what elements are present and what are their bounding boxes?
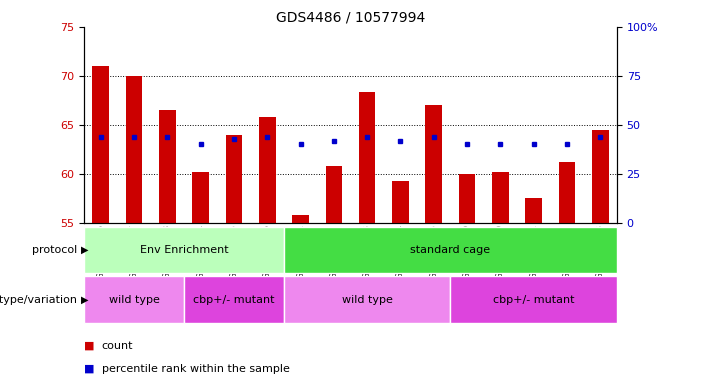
Text: count: count bbox=[102, 341, 133, 351]
Text: genotype/variation: genotype/variation bbox=[0, 295, 77, 305]
Bar bbox=[392, 180, 409, 223]
Bar bbox=[184, 276, 284, 323]
Bar bbox=[525, 198, 542, 223]
Bar bbox=[259, 117, 275, 223]
Bar bbox=[84, 276, 184, 323]
Bar bbox=[292, 215, 309, 223]
Bar bbox=[93, 66, 109, 223]
Bar bbox=[226, 135, 243, 223]
Bar bbox=[125, 76, 142, 223]
Text: protocol: protocol bbox=[32, 245, 77, 255]
Text: cbp+/- mutant: cbp+/- mutant bbox=[193, 295, 275, 305]
Bar bbox=[492, 172, 509, 223]
Bar bbox=[359, 93, 376, 223]
Bar bbox=[159, 110, 176, 223]
Text: wild type: wild type bbox=[109, 295, 160, 305]
Text: ▶: ▶ bbox=[81, 245, 88, 255]
Bar bbox=[426, 105, 442, 223]
Title: GDS4486 / 10577994: GDS4486 / 10577994 bbox=[276, 10, 425, 24]
Bar bbox=[458, 174, 475, 223]
Bar bbox=[84, 227, 284, 273]
Bar bbox=[592, 130, 608, 223]
Text: standard cage: standard cage bbox=[410, 245, 491, 255]
Bar bbox=[325, 166, 342, 223]
Text: Env Enrichment: Env Enrichment bbox=[139, 245, 229, 255]
Text: ■: ■ bbox=[84, 341, 95, 351]
Bar bbox=[284, 276, 450, 323]
Bar bbox=[284, 227, 617, 273]
Bar bbox=[192, 172, 209, 223]
Bar bbox=[450, 276, 617, 323]
Text: ▶: ▶ bbox=[81, 295, 88, 305]
Text: cbp+/- mutant: cbp+/- mutant bbox=[493, 295, 574, 305]
Bar bbox=[559, 162, 576, 223]
Text: percentile rank within the sample: percentile rank within the sample bbox=[102, 364, 290, 374]
Text: ■: ■ bbox=[84, 364, 95, 374]
Text: wild type: wild type bbox=[341, 295, 393, 305]
